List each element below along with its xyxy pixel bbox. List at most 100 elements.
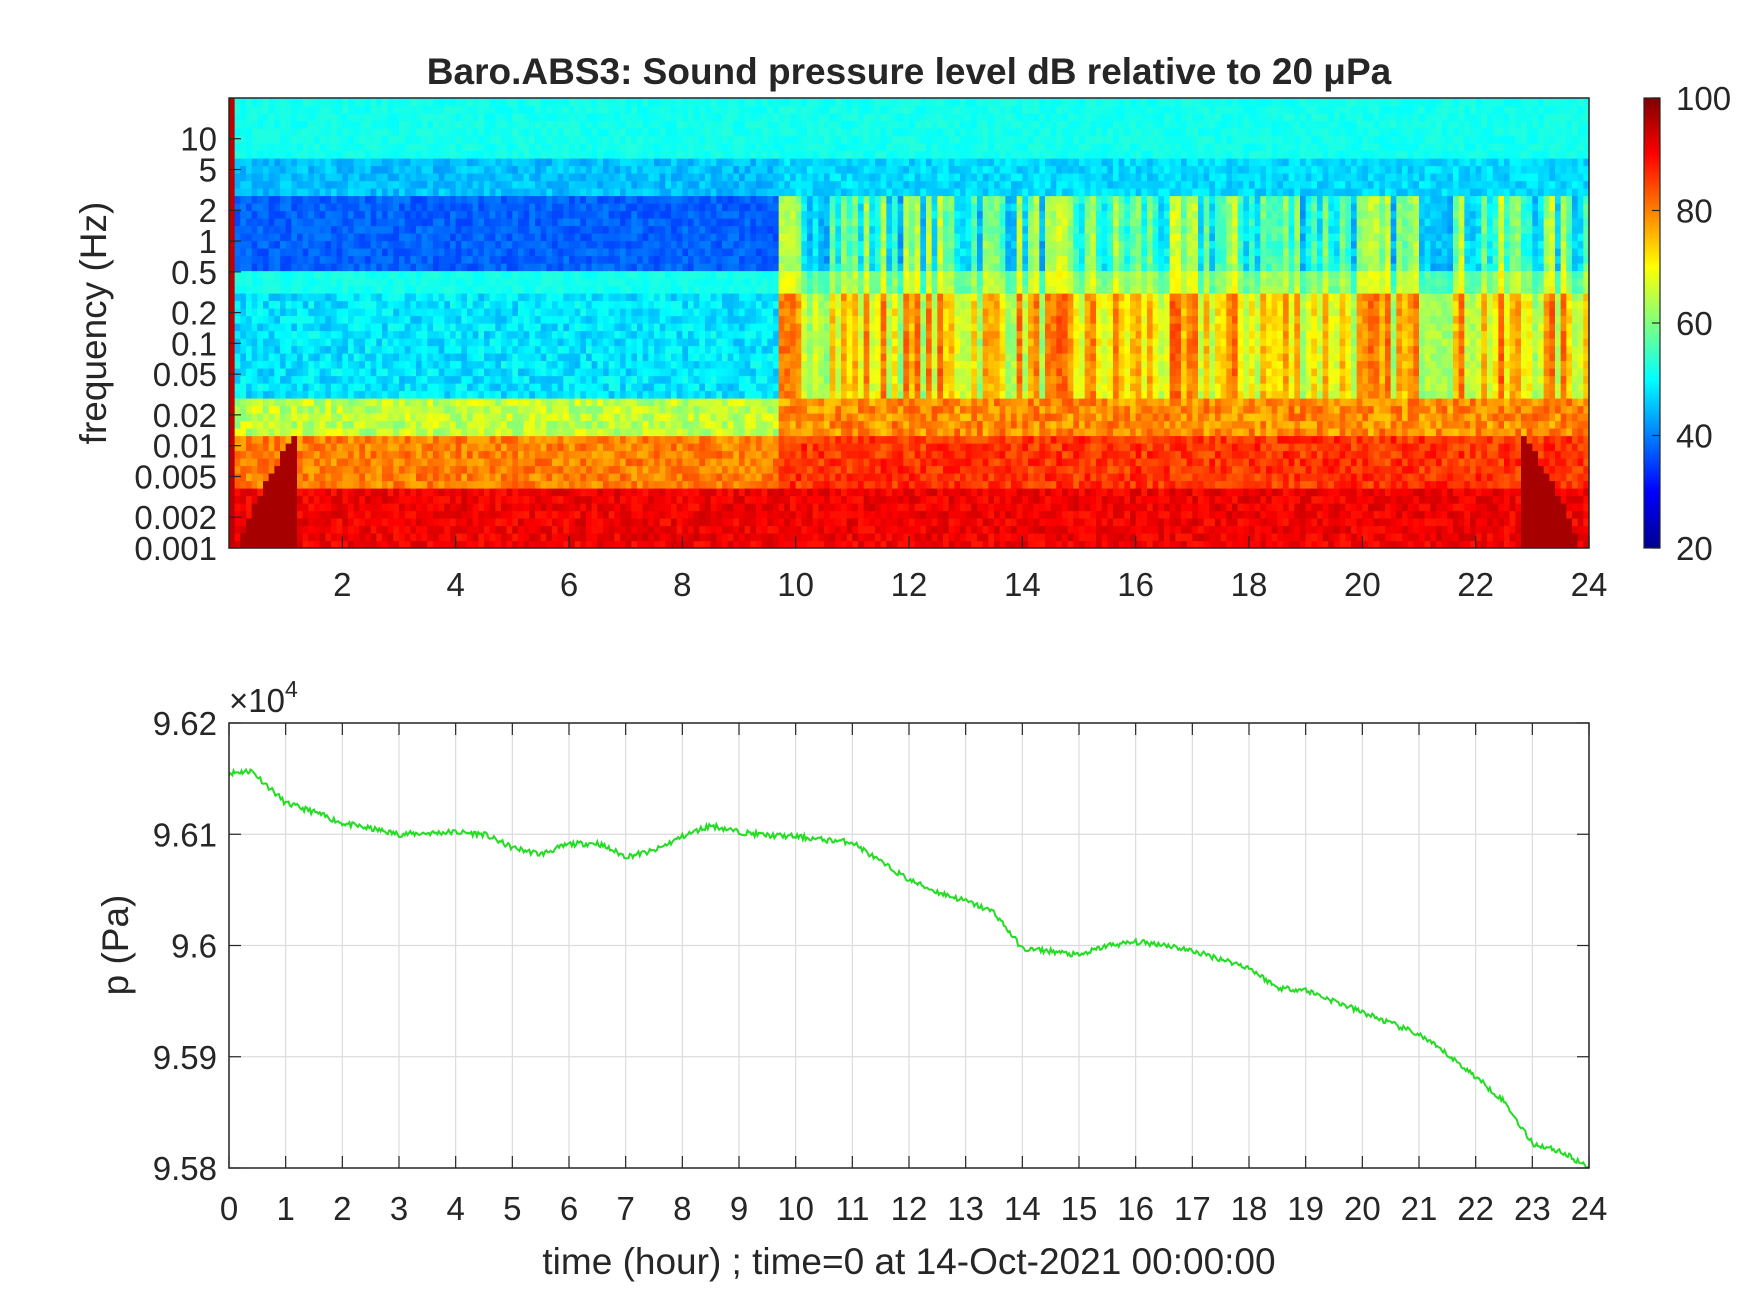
heatmap-cell: [569, 165, 576, 174]
heatmap-cell: [257, 323, 264, 332]
heatmap-cell: [665, 210, 672, 219]
heatmap-cell: [495, 203, 502, 212]
heatmap-cell: [234, 480, 241, 489]
heatmap-cell: [455, 413, 462, 422]
heatmap-cell: [450, 480, 457, 489]
heatmap-cell: [501, 255, 508, 264]
heatmap-cell: [427, 450, 434, 459]
heatmap-cell: [563, 458, 570, 467]
heatmap-cell: [314, 473, 321, 482]
heatmap-cell: [393, 435, 400, 444]
heatmap-cell: [240, 150, 247, 159]
heatmap-cell: [319, 180, 326, 189]
heatmap-cell: [359, 300, 366, 309]
heatmap-cell: [331, 503, 338, 512]
heatmap-cell: [348, 188, 355, 197]
heatmap-cell: [444, 435, 451, 444]
heatmap-cell: [461, 165, 468, 174]
heatmap-cell: [557, 188, 564, 197]
heatmap-cell: [353, 203, 360, 212]
heatmap-cell: [614, 465, 621, 474]
heatmap-cell: [557, 285, 564, 294]
heatmap-cell: [693, 458, 700, 467]
heatmap-cell: [671, 315, 678, 324]
heatmap-cell: [359, 308, 366, 317]
heatmap-cell: [461, 218, 468, 227]
heatmap-cell: [325, 510, 332, 519]
heatmap-cell: [484, 240, 491, 249]
heatmap-cell: [325, 420, 332, 429]
heatmap-cell: [535, 300, 542, 309]
heatmap-cell: [671, 383, 678, 392]
heatmap-cell: [501, 330, 508, 339]
heatmap-cell: [302, 383, 309, 392]
heatmap-cell: [297, 233, 304, 242]
heatmap-cell: [438, 525, 445, 534]
heatmap-cell: [597, 473, 604, 482]
heatmap-cell: [263, 158, 270, 167]
heatmap-cell: [608, 368, 615, 377]
heatmap-cell: [263, 293, 270, 302]
heatmap-cell: [229, 225, 236, 234]
heatmap-cell: [246, 240, 253, 249]
heatmap-cell: [467, 540, 474, 548]
heatmap-cell: [608, 158, 615, 167]
heatmap-cell: [540, 308, 547, 317]
heatmap-cell: [387, 450, 394, 459]
heatmap-cell: [676, 353, 683, 362]
heatmap-cell: [489, 510, 496, 519]
heatmap-cell: [586, 233, 593, 242]
heatmap-cell: [427, 315, 434, 324]
heatmap-cell: [546, 248, 553, 257]
heatmap-cell: [552, 323, 559, 332]
heatmap-cell: [342, 420, 349, 429]
heatmap-cell: [540, 293, 547, 302]
heatmap-cell: [552, 195, 559, 204]
heatmap-cell: [427, 285, 434, 294]
heatmap-cell: [620, 113, 627, 122]
heatmap-cell: [574, 443, 581, 452]
heatmap-cell: [302, 165, 309, 174]
heatmap-cell: [688, 323, 695, 332]
heatmap-cell: [416, 503, 423, 512]
heatmap-cell: [246, 405, 253, 414]
heatmap-cell: [693, 368, 700, 377]
heatmap-cell: [597, 458, 604, 467]
heatmap-cell: [427, 308, 434, 317]
heatmap-cell: [444, 540, 451, 548]
heatmap-cell: [399, 203, 406, 212]
heatmap-cell: [501, 465, 508, 474]
heatmap-cell: [518, 240, 525, 249]
heatmap-cell: [569, 233, 576, 242]
heatmap-cell: [251, 293, 258, 302]
heatmap-cell: [472, 120, 479, 129]
heatmap-cell: [416, 465, 423, 474]
heatmap-cell: [336, 375, 343, 384]
heatmap-cell: [229, 150, 236, 159]
heatmap-cell: [546, 150, 553, 159]
heatmap-cell: [229, 270, 236, 279]
heatmap-cell: [365, 390, 372, 399]
heatmap-cell: [291, 540, 298, 548]
heatmap-cell: [506, 450, 513, 459]
heatmap-cell: [603, 345, 610, 354]
heatmap-cell: [297, 315, 304, 324]
heatmap-cell: [297, 525, 304, 534]
heatmap-cell: [682, 540, 689, 548]
heatmap-cell: [495, 413, 502, 422]
heatmap-cell: [370, 188, 377, 197]
heatmap-cell: [416, 285, 423, 294]
heatmap-cell: [291, 368, 298, 377]
heatmap-cell: [523, 360, 530, 369]
heatmap-cell: [665, 143, 672, 152]
heatmap-cell: [535, 308, 542, 317]
heatmap-cell: [665, 98, 672, 107]
heatmap-cell: [597, 503, 604, 512]
heatmap-cell: [472, 495, 479, 504]
heatmap-cell: [693, 360, 700, 369]
heatmap-cell: [478, 465, 485, 474]
heatmap-cell: [308, 270, 315, 279]
heatmap-cell: [387, 533, 394, 542]
heatmap-cell: [257, 428, 264, 437]
heatmap-cell: [393, 473, 400, 482]
